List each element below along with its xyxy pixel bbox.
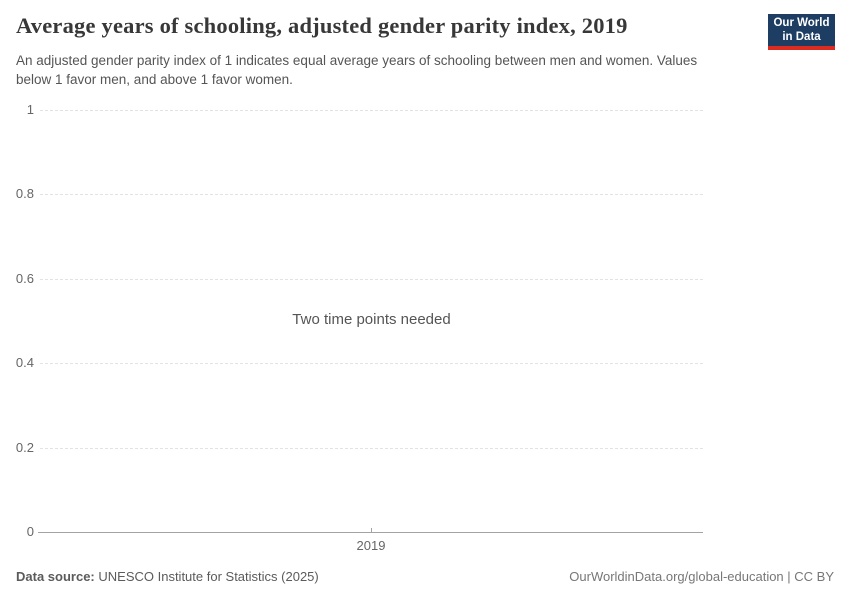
y-axis-tick-label: 1	[26, 102, 34, 117]
x-axis-tick-label: 2019	[356, 538, 386, 553]
data-source-value: UNESCO Institute for Statistics (2025)	[98, 569, 319, 584]
gridline	[40, 363, 703, 364]
x-axis-tick-mark	[371, 528, 372, 532]
y-axis-tick-label: 0.4	[15, 355, 34, 370]
empty-state-message: Two time points needed	[292, 311, 451, 328]
owid-license-link[interactable]: OurWorldinData.org/global-education | CC…	[569, 569, 834, 584]
chart-subtitle: An adjusted gender parity index of 1 ind…	[16, 53, 698, 87]
gridline	[40, 448, 703, 449]
owid-logo-line1: Our World	[773, 17, 830, 29]
owid-logo-line2: in Data	[782, 31, 821, 43]
data-source: Data source: UNESCO Institute for Statis…	[16, 569, 319, 584]
gridline	[40, 110, 703, 111]
chart-title: Average years of schooling, adjusted gen…	[16, 13, 628, 38]
chart-footer: Data source: UNESCO Institute for Statis…	[16, 569, 834, 584]
gridline	[40, 194, 703, 195]
data-source-label: Data source:	[16, 569, 95, 584]
y-axis-tick-label: 0.6	[15, 271, 34, 286]
x-axis-line	[38, 532, 703, 533]
y-axis-tick-label: 0.8	[15, 186, 34, 201]
owid-logo[interactable]: Our World in Data	[768, 14, 835, 50]
y-axis-tick-label: 0.2	[15, 440, 34, 455]
y-axis-tick-label: 0	[26, 524, 34, 539]
gridline	[40, 279, 703, 280]
